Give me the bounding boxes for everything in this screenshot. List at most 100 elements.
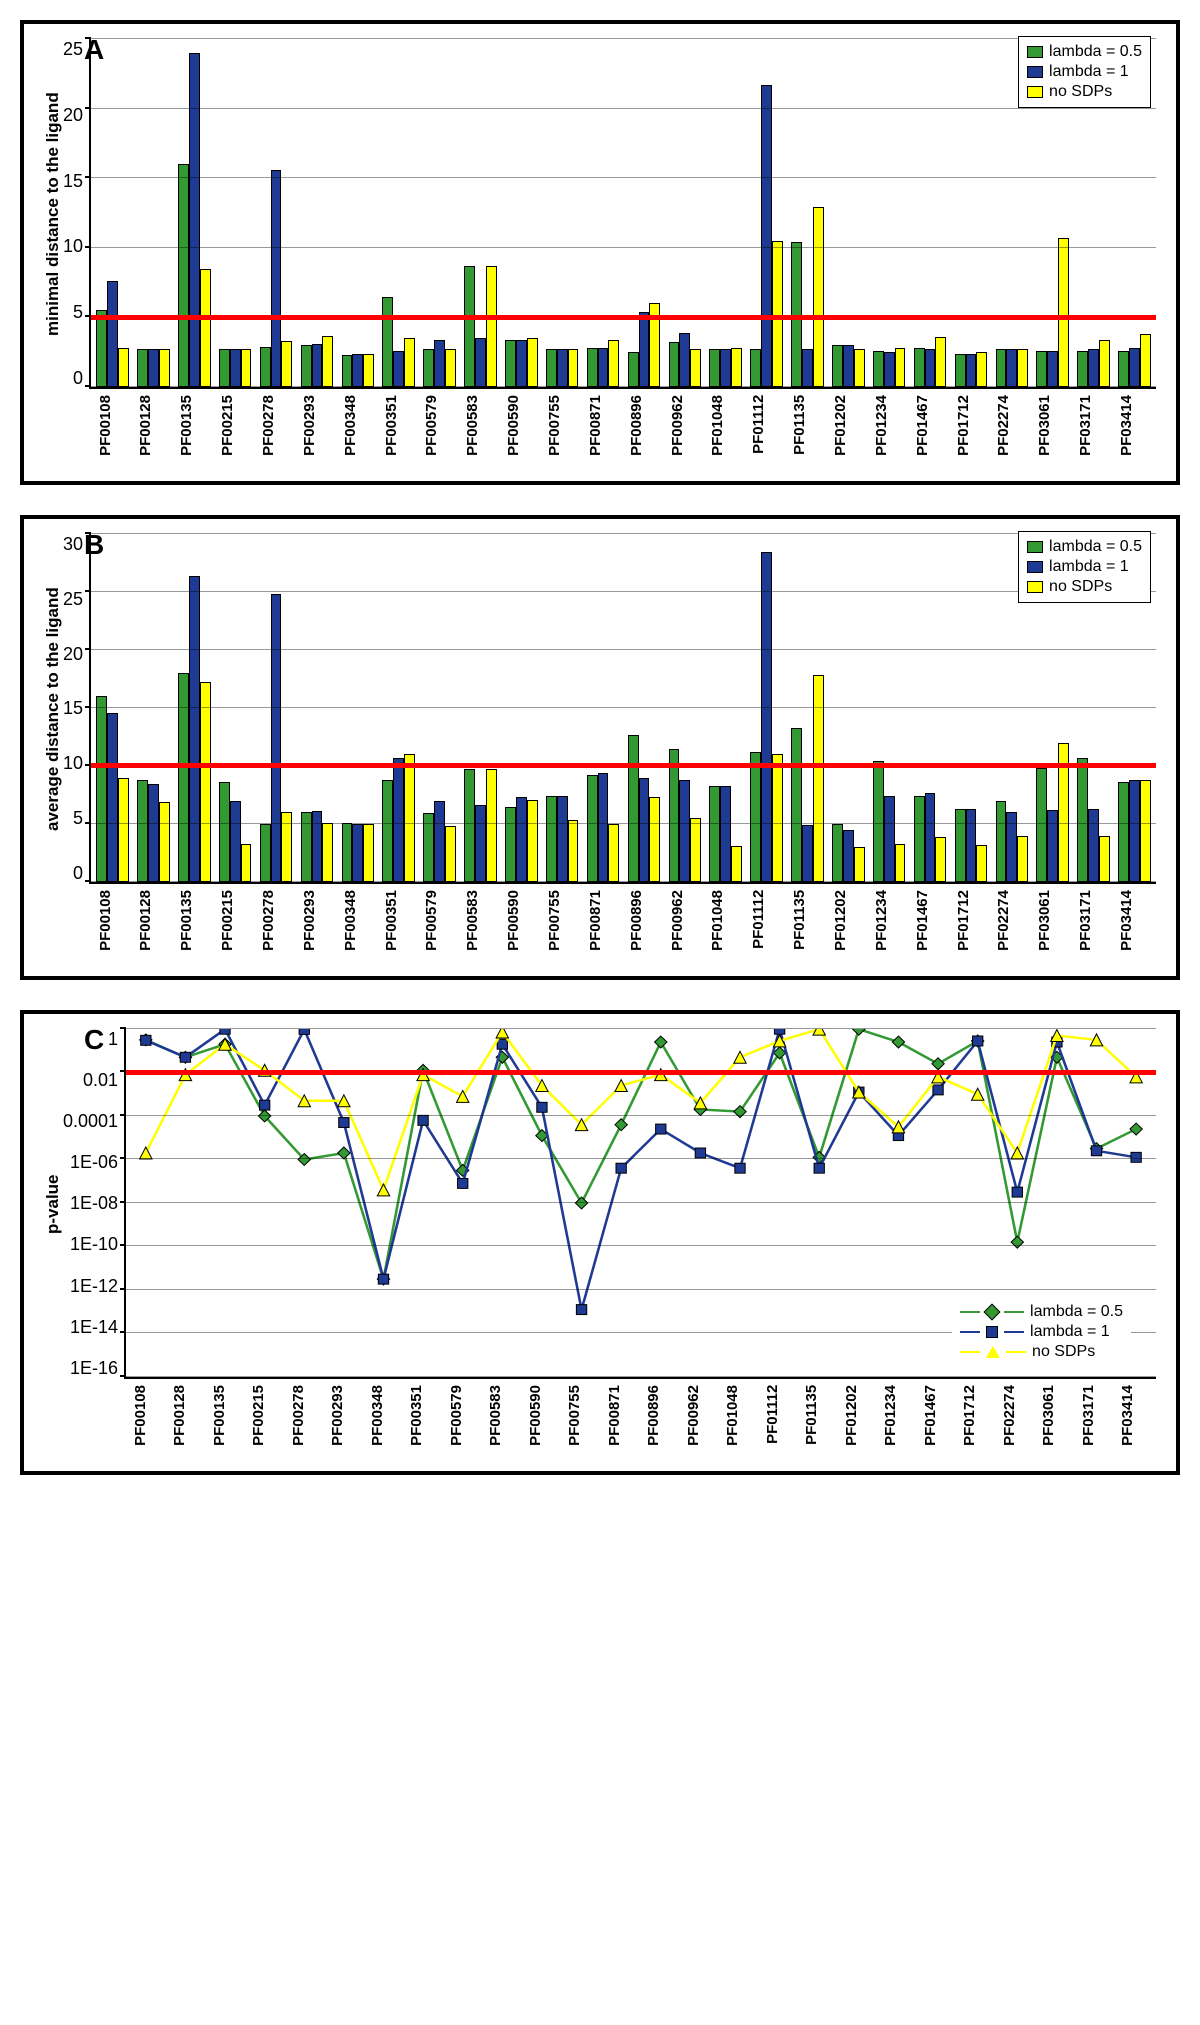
legend-item: no SDPs (1027, 578, 1142, 596)
ytick-label: 5 (73, 808, 83, 829)
ytick-label: 20 (63, 644, 83, 665)
bar-group (750, 39, 782, 387)
ytick (120, 1201, 126, 1203)
bar (404, 338, 415, 387)
bar (301, 345, 312, 387)
ytick (120, 1027, 126, 1029)
xtick-label: PF00293 (301, 890, 333, 955)
bar (178, 673, 189, 882)
legend-swatch (1027, 581, 1043, 593)
gridline (126, 1115, 1156, 1116)
xtick-label: PF01712 (955, 890, 987, 955)
bar-group (178, 39, 210, 387)
bar (709, 786, 720, 882)
bar-group (301, 39, 333, 387)
bar (393, 351, 404, 387)
bar (639, 312, 650, 387)
bar (690, 349, 701, 387)
xaxis-b: PF00108PF00128PF00135PF00215PF00278PF002… (91, 884, 1156, 961)
xtick-label: PF03171 (1077, 395, 1109, 460)
bar (854, 349, 865, 387)
xaxis-a: PF00108PF00128PF00135PF00215PF00278PF002… (91, 389, 1156, 466)
bar (895, 844, 906, 882)
bar (312, 344, 323, 387)
xtick-label: PF03171 (1077, 890, 1109, 955)
bar (649, 797, 660, 882)
legend-c: lambda = 0.5lambda = 1no SDPs (952, 1297, 1131, 1367)
xtick-label: PF03414 (1118, 890, 1150, 955)
gridline (91, 591, 1156, 592)
xtick-label: PF00278 (260, 395, 292, 460)
bar (342, 823, 353, 882)
bar (873, 351, 884, 387)
gridline (126, 1158, 1156, 1159)
legend-swatch (1027, 66, 1043, 78)
bar (750, 349, 761, 387)
bar (772, 754, 783, 882)
ytick-label: 10 (63, 753, 83, 774)
xtick-label: PF01202 (843, 1385, 874, 1450)
bar-group (873, 39, 905, 387)
panel-b: B lambda = 0.5lambda = 1no SDPs average … (20, 515, 1180, 980)
ytick-label: 1E-08 (70, 1193, 118, 1214)
bar-group (219, 534, 251, 882)
legend-label: lambda = 0.5 (1049, 43, 1142, 61)
ytick-label: 0 (73, 863, 83, 884)
bar (1047, 351, 1058, 387)
bar (1077, 758, 1088, 882)
xtick-label: PF03061 (1036, 395, 1068, 460)
gridline (91, 649, 1156, 650)
legend-swatch (1027, 541, 1043, 553)
bar-group (709, 534, 741, 882)
bar-group (669, 534, 701, 882)
bar (189, 576, 200, 882)
bar (1088, 349, 1099, 387)
xtick-label: PF00755 (546, 890, 578, 955)
bar-group (791, 534, 823, 882)
bar (271, 170, 282, 387)
bar (996, 349, 1007, 387)
legend-marker (986, 1346, 1000, 1358)
bar (312, 811, 323, 882)
xtick-label: PF00135 (178, 890, 210, 955)
bar-group (873, 534, 905, 882)
gridline (91, 247, 1156, 248)
xtick-label: PF00351 (383, 395, 415, 460)
bar (159, 349, 170, 387)
bar (832, 345, 843, 387)
bar (1077, 351, 1088, 387)
bar (219, 349, 230, 387)
bar (976, 352, 987, 387)
xtick-label: PF00128 (137, 890, 169, 955)
bar (628, 352, 639, 387)
bar (382, 297, 393, 387)
xtick-label: PF00351 (408, 1385, 439, 1450)
ytick-label: 30 (63, 534, 83, 555)
bar (423, 349, 434, 387)
bar (505, 340, 516, 387)
bar (679, 333, 690, 387)
xtick-label: PF00293 (329, 1385, 360, 1450)
bar (352, 824, 363, 882)
legend-label: lambda = 0.5 (1030, 1303, 1123, 1321)
bar (750, 752, 761, 882)
bar (914, 796, 925, 882)
bar (598, 773, 609, 882)
xtick-label: PF00896 (645, 1385, 676, 1450)
chart-c: p-value 10.010.00011E-061E-081E-101E-121… (39, 1029, 1156, 1379)
xtick-label: PF01467 (914, 890, 946, 955)
xtick-label: PF00871 (587, 395, 619, 460)
bar (832, 824, 843, 882)
legend-b: lambda = 0.5lambda = 1no SDPs (1018, 531, 1151, 603)
xtick-label: PF00293 (301, 395, 333, 460)
xtick-label: PF00871 (587, 890, 619, 955)
xtick-label: PF01048 (709, 395, 741, 460)
bar (598, 348, 609, 387)
bar (260, 347, 271, 387)
bar (1036, 768, 1047, 882)
xtick-label: PF01112 (764, 1385, 795, 1450)
bar-group (587, 39, 619, 387)
bar (690, 818, 701, 882)
bar (1017, 836, 1028, 882)
ytick-label: 25 (63, 39, 83, 60)
